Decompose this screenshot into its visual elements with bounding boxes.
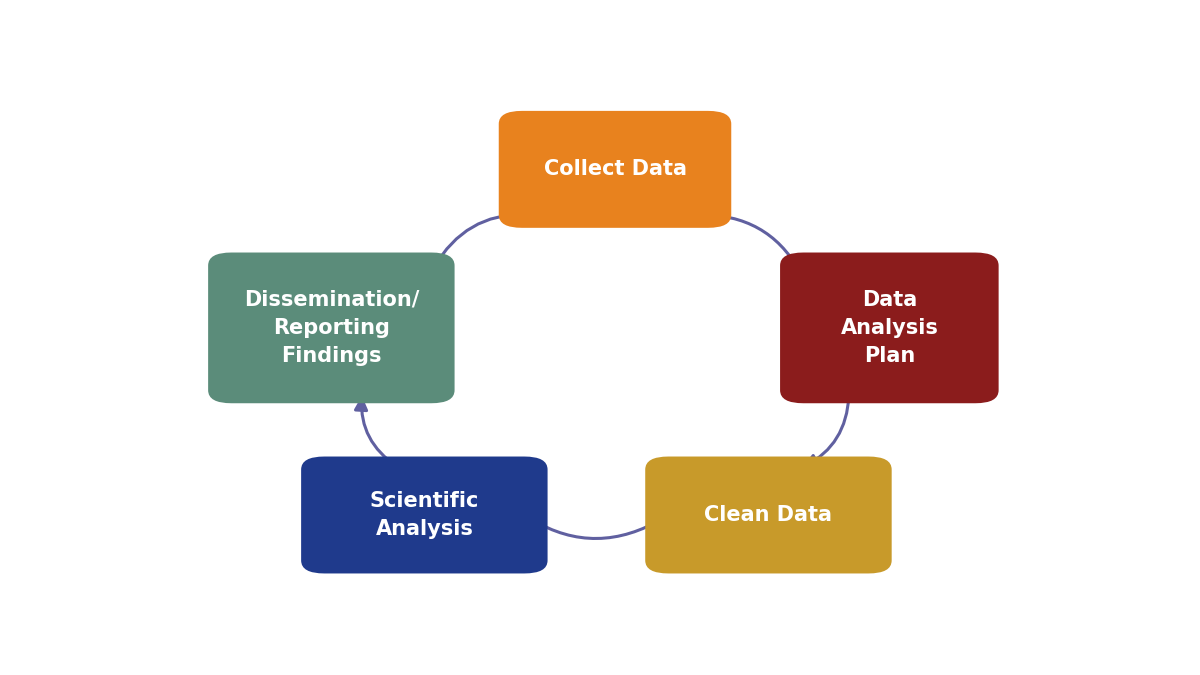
FancyArrowPatch shape: [434, 209, 524, 267]
Text: Dissemination/
Reporting
Findings: Dissemination/ Reporting Findings: [244, 290, 419, 366]
FancyArrowPatch shape: [700, 215, 799, 270]
Text: Scientific
Analysis: Scientific Analysis: [370, 491, 479, 539]
FancyBboxPatch shape: [646, 456, 892, 574]
Text: Data
Analysis
Plan: Data Analysis Plan: [840, 290, 938, 366]
Text: Clean Data: Clean Data: [704, 505, 833, 525]
FancyArrowPatch shape: [532, 518, 664, 539]
FancyBboxPatch shape: [780, 252, 998, 403]
FancyArrowPatch shape: [355, 399, 397, 466]
FancyArrowPatch shape: [806, 396, 848, 466]
FancyBboxPatch shape: [499, 111, 731, 228]
Text: Collect Data: Collect Data: [544, 159, 686, 180]
FancyBboxPatch shape: [208, 252, 455, 403]
FancyBboxPatch shape: [301, 456, 547, 574]
